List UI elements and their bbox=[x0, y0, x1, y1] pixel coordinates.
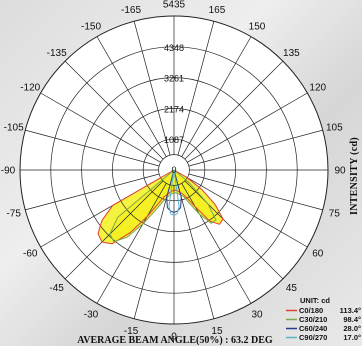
radial-tick-label: 3261 bbox=[164, 74, 184, 84]
grid-spoke bbox=[177, 21, 215, 156]
angle-tick-label: 135 bbox=[283, 48, 300, 59]
radial-tick-label: 4348 bbox=[164, 43, 184, 53]
legend-rows: C0/180 113.4° C30/210 98.4° C60/240 28.0° C90/… bbox=[286, 306, 361, 342]
polar-grid bbox=[19, 15, 329, 325]
grid-spoke bbox=[96, 36, 167, 157]
angle-tick-label: 120 bbox=[309, 83, 326, 94]
angle-tick-label: 75 bbox=[329, 208, 341, 219]
grid-spoke bbox=[40, 92, 161, 163]
angle-tick-label: -150 bbox=[81, 22, 101, 33]
angle-tick-label: 0 bbox=[171, 332, 177, 343]
grid-spoke bbox=[25, 129, 160, 167]
angle-tick-label: -60 bbox=[23, 249, 38, 260]
average-beam-angle-label: AVERAGE BEAM ANGLE(50%) : 63.2 DEG bbox=[77, 335, 273, 346]
grid-spoke bbox=[64, 60, 164, 160]
legend-series-name: C0/180 bbox=[299, 306, 323, 315]
angle-tick-label: 45 bbox=[286, 283, 298, 294]
legend-series-name: C30/210 bbox=[299, 315, 327, 324]
series-curve-3 bbox=[166, 169, 182, 214]
legend: UNIT: cd C0/180 113.4° C30/210 98.4° C60/240… bbox=[286, 296, 361, 342]
legend-series-beam-angle: 28.0° bbox=[343, 324, 361, 333]
angle-tick-label: -120 bbox=[20, 83, 40, 94]
angle-tick-label: 165 bbox=[209, 5, 226, 16]
radial-tick-label-zero: 0 bbox=[171, 165, 176, 175]
legend-series-beam-angle: 113.4° bbox=[340, 306, 361, 315]
angle-tick-label: -105 bbox=[4, 123, 24, 134]
angle-tick-label: 105 bbox=[326, 123, 343, 134]
angle-tick-label: 15 bbox=[211, 326, 223, 337]
grid-spoke bbox=[133, 21, 171, 156]
grid-spoke bbox=[177, 184, 215, 319]
angle-tick-label: -135 bbox=[47, 48, 67, 59]
polar-labels: 1087 2174 3261 4348 0 0 15 30 45 60 75 90 105 120 135 1… bbox=[1, 0, 346, 343]
angle-tick-label: 60 bbox=[312, 249, 324, 260]
grid-spoke bbox=[181, 36, 252, 157]
series-curve-4 bbox=[168, 169, 180, 216]
series-curve-2 bbox=[109, 169, 217, 243]
grid-spoke bbox=[184, 180, 284, 280]
y-axis-label: INTENSITY (cd) bbox=[349, 137, 360, 215]
angle-tick-label: 150 bbox=[249, 22, 266, 33]
grid-spoke bbox=[133, 184, 171, 319]
angle-tick-label: -45 bbox=[49, 283, 64, 294]
angle-tick-label: -15 bbox=[124, 326, 139, 337]
radial-tick-label: 1087 bbox=[164, 135, 184, 145]
grid-spoke bbox=[187, 177, 308, 248]
angle-tick-label: -165 bbox=[121, 5, 141, 16]
angle-tick-label: 30 bbox=[251, 309, 263, 320]
angle-tick-label: 90 bbox=[334, 166, 346, 177]
grid-spoke bbox=[96, 183, 167, 304]
angle-tick-label: -90 bbox=[1, 166, 16, 177]
angle-tick-label: -30 bbox=[84, 309, 99, 320]
angle-tick-label: 5435 bbox=[163, 0, 186, 11]
grid-spoke bbox=[184, 60, 284, 160]
grid-spoke bbox=[181, 183, 252, 304]
angle-tick-label: -75 bbox=[6, 208, 21, 219]
legend-unit-label: UNIT: cd bbox=[300, 296, 330, 305]
grid-spoke bbox=[187, 92, 308, 163]
grid-spoke bbox=[188, 129, 323, 167]
series-curve-1 bbox=[97, 169, 224, 245]
grid-spoke bbox=[25, 173, 160, 211]
grid-spoke bbox=[64, 180, 164, 280]
radial-tick-label: 2174 bbox=[164, 104, 184, 114]
grid-spoke bbox=[188, 173, 323, 211]
legend-series-beam-angle: 98.4° bbox=[343, 315, 361, 324]
legend-series-name: C60/240 bbox=[299, 324, 327, 333]
legend-series-name: C90/270 bbox=[299, 333, 327, 342]
intensity-curves bbox=[97, 169, 224, 245]
legend-series-beam-angle: 17.0° bbox=[343, 333, 361, 342]
